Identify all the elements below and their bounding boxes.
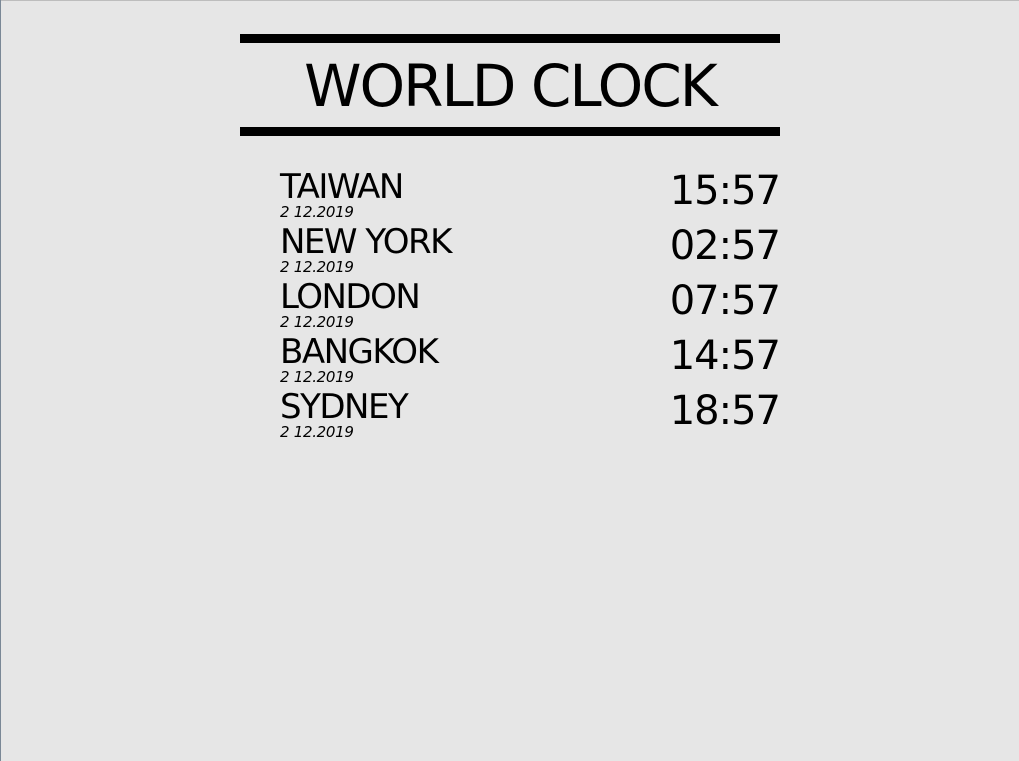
city-row-london: LONDON 2 12.2019 07:57 (280, 277, 781, 333)
city-date: 2 12.2019 (280, 423, 354, 441)
city-time: 07:57 (669, 278, 781, 324)
city-row-taiwan: TAIWAN 2 12.2019 15:57 (280, 167, 781, 223)
city-name: SYDNEY (280, 387, 409, 427)
window-top-edge (0, 0, 1019, 1)
header-top-rule (240, 34, 780, 43)
window-left-edge (0, 0, 1, 761)
city-list: TAIWAN 2 12.2019 15:57 NEW YORK 2 12.201… (280, 167, 781, 443)
city-name: TAIWAN (280, 167, 404, 207)
city-time: 14:57 (669, 333, 781, 379)
header-bottom-rule (240, 127, 780, 136)
city-name: NEW YORK (280, 222, 452, 262)
city-time: 18:57 (669, 388, 781, 434)
city-date: 2 12.2019 (280, 203, 354, 221)
city-date: 2 12.2019 (280, 368, 354, 386)
city-time: 15:57 (669, 168, 781, 214)
city-row-sydney: SYDNEY 2 12.2019 18:57 (280, 387, 781, 443)
city-time: 02:57 (669, 223, 781, 269)
city-name: LONDON (280, 277, 421, 317)
city-name: BANGKOK (280, 332, 439, 372)
page-title: WORLD CLOCK (304, 52, 718, 120)
city-row-bangkok: BANGKOK 2 12.2019 14:57 (280, 332, 781, 388)
world-clock-header: WORLD CLOCK (240, 34, 780, 136)
city-date: 2 12.2019 (280, 258, 354, 276)
city-row-new-york: NEW YORK 2 12.2019 02:57 (280, 222, 781, 278)
city-date: 2 12.2019 (280, 313, 354, 331)
